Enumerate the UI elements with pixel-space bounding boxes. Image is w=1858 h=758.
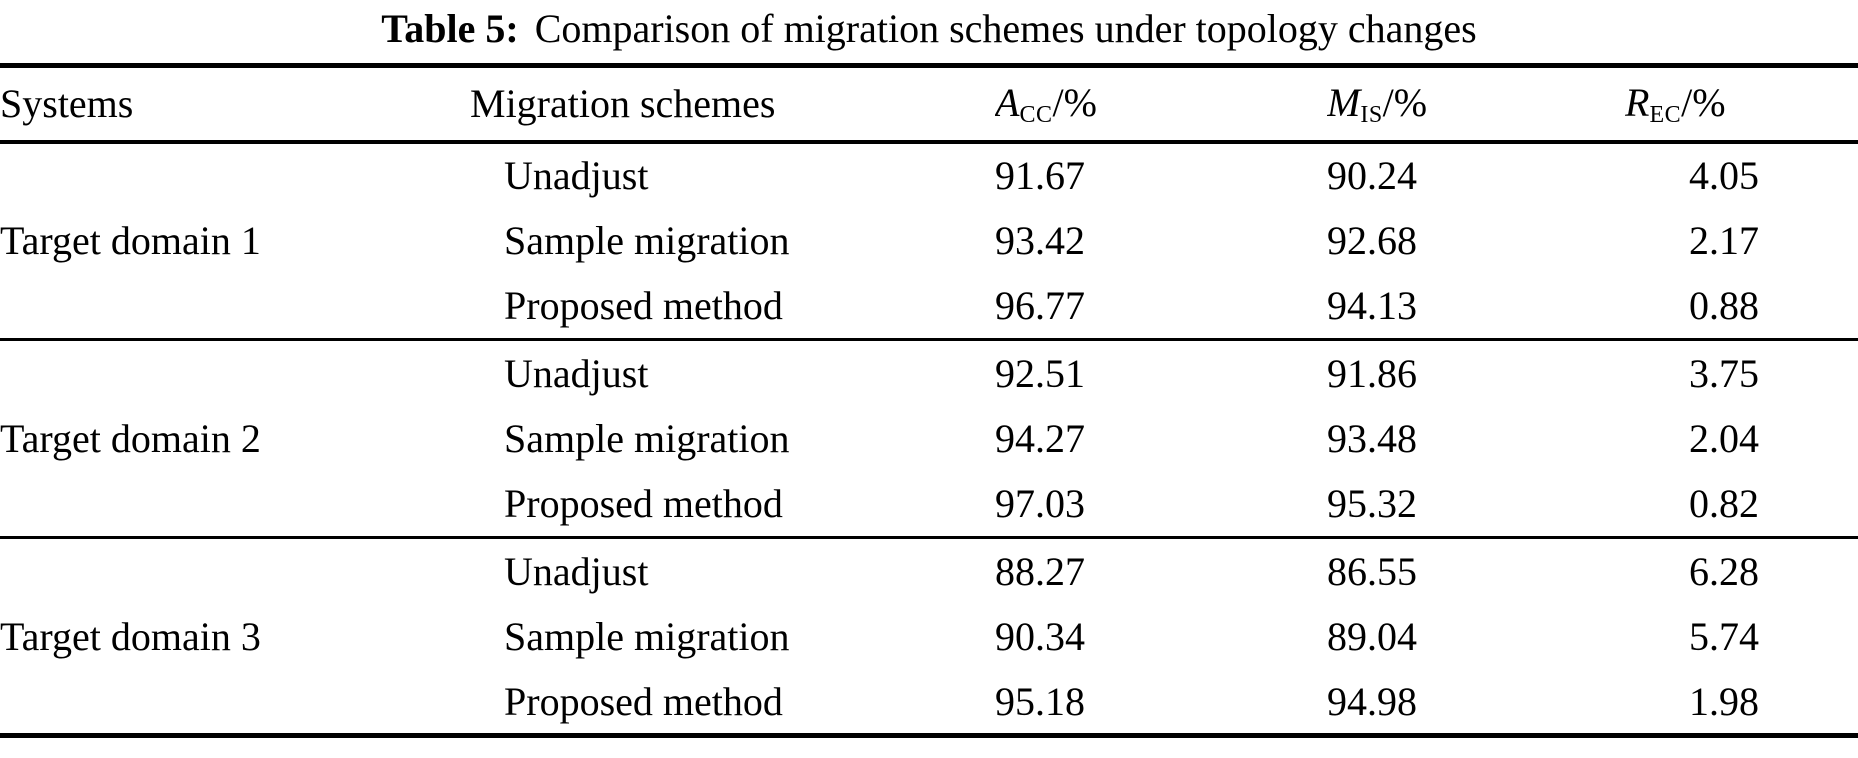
table-row: Target domain 2 Unadjust 92.51 91.86 3.7… [0,339,1858,461]
rec-value-cell: 4.05 [1689,153,1759,198]
mis-symbol: M [1327,79,1361,125]
mis-value-cell: 91.86 [1327,350,1417,396]
mis-value-cell: 93.48 [1327,416,1417,461]
acc-value-cell: 94.27 [995,416,1085,461]
rec-value-cell: 1.98 [1689,678,1759,724]
acc-symbol: A [995,79,1020,125]
comparison-table: Systems Migration schemes ACC/% MIS/% RE… [0,63,1858,738]
acc-value-cell: 96.77 [995,283,1085,329]
table-row: Target domain 1 Unadjust 91.67 90.24 4.0… [0,142,1858,263]
header-row: Systems Migration schemes ACC/% MIS/% RE… [0,66,1858,142]
scheme-cell: Proposed method [504,481,783,527]
table-caption: Table 5: Comparison of migration schemes … [0,0,1858,63]
rec-value-cell: 0.82 [1689,481,1759,527]
table-row: Sample migration 94.27 93.48 2.04 [0,406,1858,472]
scheme-cell: Unadjust [504,153,649,198]
rec-value-cell: 3.75 [1689,350,1759,396]
table-header: Systems Migration schemes ACC/% MIS/% RE… [0,66,1858,142]
rec-symbol: R [1625,79,1650,125]
table-caption-text: Comparison of migration schemes under to… [534,6,1477,51]
rec-value-cell: 6.28 [1689,548,1759,594]
mis-subscript: IS [1360,101,1383,128]
scheme-cell: Sample migration [504,218,790,263]
col-header-acc: ACC/% [995,66,1327,142]
group-target-domain-2: Target domain 2 Unadjust 92.51 91.86 3.7… [0,339,1858,538]
acc-value-cell: 91.67 [995,153,1085,198]
col-header-schemes: Migration schemes [470,81,776,127]
mis-unit: /% [1382,79,1428,125]
rec-unit: /% [1681,79,1726,125]
mis-value-cell: 89.04 [1327,614,1417,659]
mis-value-cell: 94.13 [1327,283,1417,329]
col-header-systems: Systems [0,81,134,127]
scheme-cell: Proposed method [504,283,783,329]
mis-value-cell: 90.24 [1327,153,1417,198]
scheme-cell: Sample migration [504,416,790,461]
table-row: Proposed method 95.18 94.98 1.98 [0,670,1858,736]
rec-value-cell: 0.88 [1689,283,1759,329]
scheme-cell: Unadjust [504,350,649,396]
mis-value-cell: 92.68 [1327,218,1417,263]
mis-value-cell: 95.32 [1327,481,1417,527]
scheme-cell: Sample migration [504,614,790,659]
system-cell: Target domain 1 [0,218,261,264]
acc-value-cell: 97.03 [995,481,1085,527]
mis-value-cell: 94.98 [1327,678,1417,724]
acc-subscript: CC [1019,101,1053,128]
rec-subscript: EC [1649,101,1682,128]
table-row: Target domain 3 Unadjust 88.27 86.55 6.2… [0,537,1858,659]
rec-value-cell: 2.04 [1689,416,1759,461]
mis-value-cell: 86.55 [1327,548,1417,594]
acc-value-cell: 88.27 [995,548,1085,594]
col-header-mis: MIS/% [1327,66,1625,142]
scheme-cell: Proposed method [504,678,783,724]
group-target-domain-1: Target domain 1 Unadjust 91.67 90.24 4.0… [0,142,1858,340]
col-header-rec: REC/% [1625,66,1858,142]
group-target-domain-3: Target domain 3 Unadjust 88.27 86.55 6.2… [0,537,1858,736]
table-row: Sample migration 90.34 89.04 5.74 [0,604,1858,670]
table-row: Proposed method 97.03 95.32 0.82 [0,472,1858,538]
system-cell: Target domain 2 [0,416,261,461]
table-row: Sample migration 93.42 92.68 2.17 [0,208,1858,274]
rec-value-cell: 2.17 [1689,218,1759,263]
acc-value-cell: 93.42 [995,218,1085,263]
acc-unit: /% [1052,79,1097,125]
system-cell: Target domain 3 [0,613,261,659]
acc-value-cell: 92.51 [995,350,1085,396]
rec-value-cell: 5.74 [1689,614,1759,659]
acc-value-cell: 95.18 [995,678,1085,724]
table-row: Proposed method 96.77 94.13 0.88 [0,274,1858,340]
acc-value-cell: 90.34 [995,614,1085,659]
table-caption-label: Table 5: [381,6,519,51]
scheme-cell: Unadjust [504,548,649,594]
